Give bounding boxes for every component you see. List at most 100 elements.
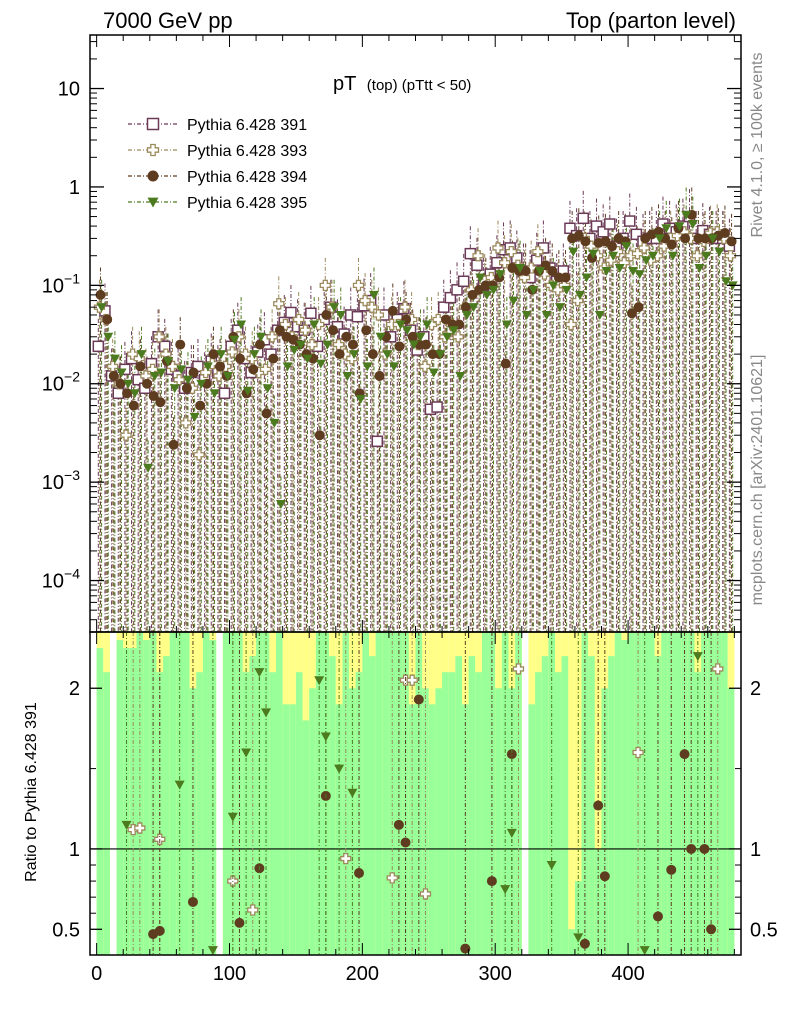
ratio-point [207,946,218,956]
main-point [680,233,691,244]
ratio-point [314,676,325,686]
header-left: 7000 GeV pp [103,8,233,33]
band-inner-bin [176,632,183,955]
main-point [498,257,511,269]
main-point [442,332,453,342]
main-point [123,379,134,389]
main-y-tick-label: 1 [69,177,80,199]
main-point [428,368,439,378]
band-inner-bin [329,656,336,955]
band-inner-bin [727,688,735,955]
ratio-point [652,911,663,922]
main-point [488,285,499,295]
ratio-point [354,868,365,879]
main-point [302,354,313,364]
ratio-point [573,933,584,943]
band-inner-bin [315,632,323,955]
main-point [666,239,677,250]
ratio-point [460,943,471,954]
main-point [196,379,207,389]
main-point [293,313,305,326]
legend-label: Pythia 6.428 393 [187,143,307,160]
main-point [687,220,698,230]
main-point [299,324,311,336]
ratio-y-tick-label: 2 [69,678,80,700]
main-point [472,250,484,262]
ratio-point [706,924,717,935]
main-point [103,332,114,342]
main-point [215,361,226,372]
band-inner-bin [541,656,549,955]
main-point [641,256,652,266]
ratio-point [154,925,165,936]
main-point [399,301,411,313]
band-inner-bin [448,672,456,955]
main-point [262,384,273,394]
ratio-x-tick-label: 0 [91,963,102,985]
main-point [573,230,584,241]
main-point [341,331,352,342]
main-point [691,250,703,262]
main-point [102,314,113,325]
main-point [653,226,664,237]
main-point [202,362,213,372]
band-inner-bin [628,632,635,955]
ratio-point [134,822,146,834]
main-point [269,418,280,428]
main-point [588,249,599,259]
band-inner-bin [462,704,469,955]
ratio-point [121,820,132,830]
main-point [500,358,511,369]
ratio-point [227,812,238,822]
main-point [109,354,120,364]
main-y-tick-label: 10−1 [42,270,80,297]
ratio-point [699,843,710,854]
main-point [580,236,591,247]
main-point [431,401,443,413]
main-point [520,265,531,276]
band-inner-bin [667,632,675,955]
main-point [448,326,459,336]
band-inner-bin [342,632,350,955]
band-inner-bin [163,656,170,955]
band-inner-bin [501,632,509,955]
band-inner-bin [714,632,722,955]
main-point [407,331,418,342]
band-inner-bin [103,672,110,955]
main-point [135,361,146,372]
band-inner-bin [608,656,615,955]
main-point [107,360,119,373]
main-point [387,305,398,316]
main-point [163,357,174,367]
band-inner-bin [295,672,303,955]
main-point [419,360,431,373]
ratio-x-tick-label: 200 [346,963,379,985]
main-point [189,412,200,422]
ratio-point [506,749,517,760]
main-point [229,335,240,345]
legend-marker [147,170,159,182]
band-inner-bin [515,632,522,955]
ratio-point [234,917,245,928]
main-point [614,264,625,274]
main-point [634,270,645,280]
ratio-point [639,946,650,956]
band-inner-bin [594,848,602,955]
band-inner-bin [488,632,496,955]
chart-title-sub: (top) (pTtt < 50) [367,77,472,94]
main-point [388,362,399,372]
main-point [471,259,483,272]
main-point [256,332,267,342]
main-point [604,218,616,230]
main-point [719,228,730,239]
main-point [92,340,105,353]
band-inner-bin [634,632,642,955]
main-point [554,303,565,313]
main-point [422,320,433,330]
band-outer-bin [574,632,582,955]
main-point [132,373,144,386]
band-inner-bin [428,704,436,955]
main-point [435,350,446,360]
band-inner-bin [149,632,157,955]
